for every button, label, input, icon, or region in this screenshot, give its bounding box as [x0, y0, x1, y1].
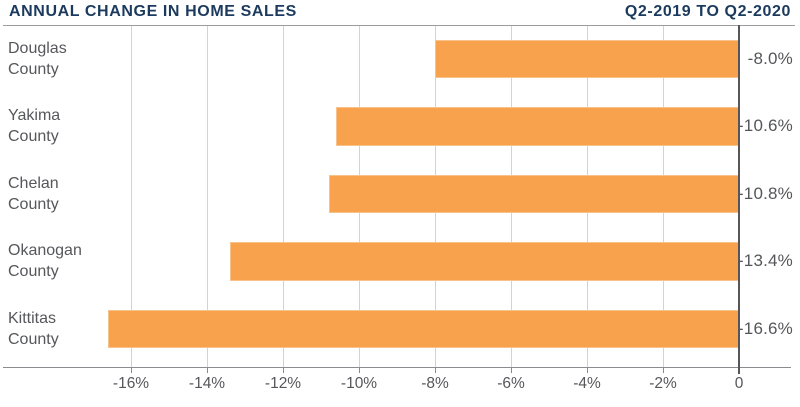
bar	[108, 309, 739, 348]
category-label: Kittitas County	[8, 310, 59, 349]
x-axis-tick	[131, 367, 132, 373]
category-label-line: Chelan	[8, 174, 59, 192]
gridline	[283, 26, 284, 367]
category-label-line: County	[8, 60, 59, 78]
category-label-line: County	[8, 128, 59, 146]
bar	[435, 39, 739, 78]
x-axis-tick	[511, 367, 512, 373]
category-label: Douglas County	[8, 40, 67, 79]
category-label-line: County	[8, 263, 59, 281]
category-label-line: Douglas	[8, 39, 67, 57]
x-axis-tick-label: -6%	[497, 375, 525, 392]
category-label-line: County	[8, 330, 59, 348]
x-axis-tick-label: -8%	[421, 375, 449, 392]
value-label: -13.4%	[737, 251, 793, 271]
x-axis-tick-label: -14%	[188, 375, 226, 392]
top-rule	[3, 25, 795, 26]
x-axis-line	[3, 367, 791, 368]
category-label-line: County	[8, 195, 59, 213]
value-label: -8.0%	[747, 48, 793, 68]
x-axis-tick	[359, 367, 360, 373]
value-label: -16.6%	[737, 318, 793, 338]
x-axis-tick	[207, 367, 208, 373]
x-axis-tick	[587, 367, 588, 373]
category-label: Yakima County	[8, 107, 60, 146]
x-axis-tick	[663, 367, 664, 373]
bar	[229, 242, 739, 281]
x-axis-tick-label: -12%	[264, 375, 302, 392]
zero-axis-line	[738, 25, 740, 374]
bar	[328, 174, 739, 213]
x-axis-tick-label: -10%	[340, 375, 378, 392]
category-label: Okanogan County	[8, 242, 82, 281]
gridline	[131, 26, 132, 367]
category-label: Chelan County	[8, 175, 59, 214]
x-axis-tick	[435, 367, 436, 373]
chart-title: ANNUAL CHANGE IN HOME SALES	[9, 3, 297, 20]
chart-period-label: Q2-2019 TO Q2-2020	[624, 3, 791, 20]
x-axis-tick-label: -4%	[573, 375, 601, 392]
x-axis-tick	[283, 367, 284, 373]
x-axis-tick-label: -16%	[112, 375, 150, 392]
gridline	[207, 26, 208, 367]
value-label: -10.6%	[737, 116, 793, 136]
category-label-line: Kittitas	[8, 309, 57, 327]
x-axis-tick-label: 0	[734, 375, 744, 392]
x-axis-tick-label: -2%	[649, 375, 677, 392]
bar	[336, 107, 739, 146]
category-label-line: Yakima	[8, 107, 61, 125]
value-label: -10.8%	[737, 183, 793, 203]
category-label-line: Okanogan	[8, 242, 82, 260]
